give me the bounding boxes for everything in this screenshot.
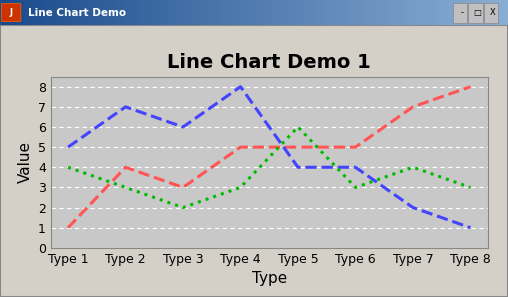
Y-axis label: Value: Value [17,141,33,183]
Second [410,206,416,209]
First [122,165,129,169]
Third [180,206,186,209]
FancyBboxPatch shape [484,2,498,23]
Third [237,186,243,189]
Line: Third: Third [68,127,470,208]
First [65,226,71,230]
First [467,85,473,89]
Second [65,145,71,149]
Third [295,125,301,129]
Text: -: - [461,8,464,17]
Line: First: First [68,87,470,228]
Third [410,165,416,169]
Text: Line Chart Demo: Line Chart Demo [28,8,126,18]
FancyBboxPatch shape [468,2,483,23]
Line: Second: Second [68,87,470,228]
First [237,145,243,149]
Text: X: X [490,8,496,17]
Text: J: J [10,8,13,17]
First [180,186,186,189]
Second [237,85,243,89]
X-axis label: Type: Type [251,271,287,286]
Third [65,165,71,169]
Second [467,226,473,230]
Text: □: □ [473,8,482,17]
Third [353,186,359,189]
Second [180,125,186,129]
Second [353,165,359,169]
Third [122,186,129,189]
Second [295,165,301,169]
FancyBboxPatch shape [453,2,467,23]
Title: Line Chart Demo 1: Line Chart Demo 1 [167,53,371,72]
First [295,145,301,149]
Second [122,105,129,109]
FancyBboxPatch shape [2,4,21,22]
First [353,145,359,149]
Third [467,186,473,189]
First [410,105,416,109]
